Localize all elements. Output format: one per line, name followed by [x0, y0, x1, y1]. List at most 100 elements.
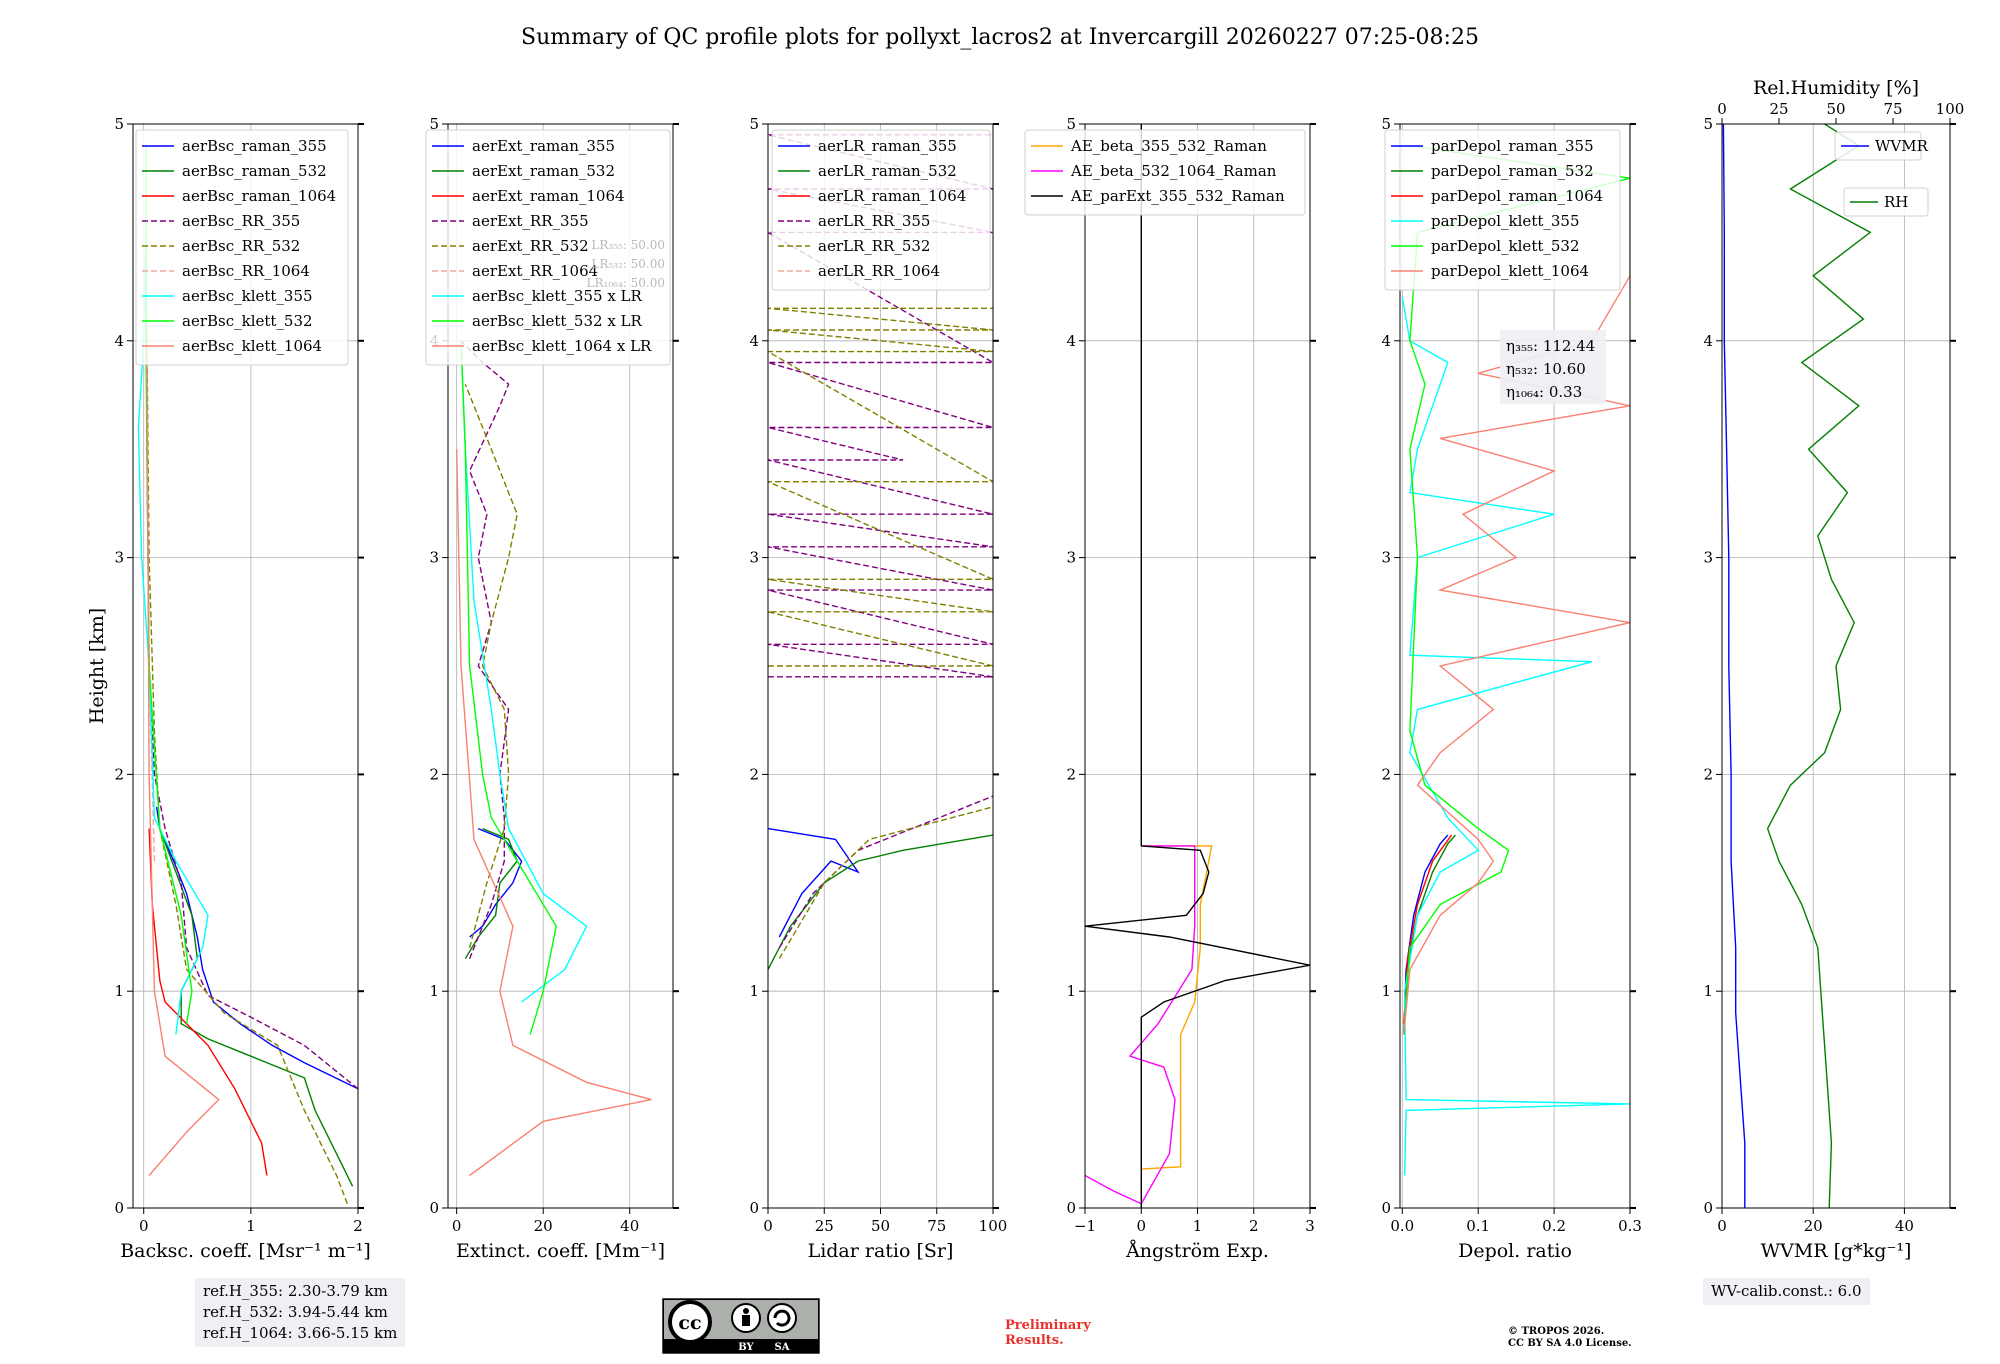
y-tick-label: 0	[1703, 1199, 1713, 1217]
series-line-ae-beta-355-532-raman	[1141, 845, 1213, 1170]
figure-title: Summary of QC profile plots for pollyxt_…	[521, 25, 1479, 50]
x-tick-label: 1	[1193, 1217, 1203, 1235]
legend-entry: AE_parExt_355_532_Raman	[1070, 187, 1285, 205]
x-tick-label: 0.0	[1390, 1217, 1414, 1235]
y-tick-label: 2	[1066, 765, 1076, 783]
y-tick-label: 3	[1381, 549, 1391, 567]
legend-entry: aerBsc_klett_532 x LR	[472, 312, 643, 330]
y-tick-label: 2	[114, 765, 124, 783]
legend-entry: parDepol_raman_355	[1431, 137, 1594, 155]
x-axis-label: Backsc. coeff. [Msr⁻¹ m⁻¹]	[120, 1240, 371, 1262]
legend-entry: aerBsc_klett_1064 x LR	[472, 337, 652, 355]
y-tick-label: 1	[1066, 982, 1076, 1000]
cc-badge-by: BY	[738, 1342, 754, 1353]
preliminary-line-1: Preliminary	[1005, 1318, 1091, 1333]
legend-entry: aerLR_raman_532	[818, 162, 957, 180]
legend-entry: AE_beta_532_1064_Raman	[1070, 162, 1277, 180]
legend-entry: aerLR_RR_532	[818, 237, 930, 255]
legend: aerLR_raman_355 aerLR_raman_532 aerLR_rama…	[771, 129, 991, 291]
legend-entry: aerLR_raman_355	[818, 137, 957, 155]
y-tick-label: 3	[1703, 549, 1713, 567]
series-group	[456, 340, 652, 1177]
y-tick-label: 2	[429, 765, 439, 783]
y-tick-label: 1	[1381, 982, 1391, 1000]
y-tick-label: 0	[429, 1199, 439, 1217]
wv-calibration-box: WV-calib.const.: 6.0	[1703, 1278, 1870, 1305]
plot-frame	[132, 123, 359, 1209]
x-tick-label: 0	[1717, 1217, 1727, 1235]
x-axis-label: Depol. ratio	[1458, 1240, 1572, 1262]
wv-calibration-constant: WV-calib.const.: 6.0	[1711, 1282, 1862, 1300]
series-line-pardepol-raman-1064	[1403, 834, 1453, 1024]
y-tick-label: 0	[1066, 1199, 1076, 1217]
cc-badge-sa: SA	[775, 1342, 790, 1353]
panel-bsc: 0 1 2 0 1 2 3 4 5 Backsc. coeff. [Msr⁻¹ m⁻¹] Heigh…	[86, 115, 371, 1262]
reference-heights-box: ref.H_355: 2.30-3.79 km ref.H_532: 3.94-…	[195, 1278, 406, 1347]
panel-lr: 0 25 50 75 100 0 1 2 3 4 5 Lidar ratio [Sr] aerLR_ra…	[749, 115, 1007, 1262]
y-tick-label: 4	[1703, 332, 1713, 350]
legend: aerBsc_raman_355 aerBsc_raman_532 aerBsc_r…	[135, 129, 349, 366]
lidar-ratio-annotation: LR₅₃₂: 50.00	[591, 257, 665, 271]
top-x-tick-label: 25	[1769, 100, 1788, 118]
y-tick-label: 5	[749, 115, 759, 133]
y-tick-label: 5	[114, 115, 124, 133]
legend-entry: aerBsc_RR_532	[182, 237, 300, 255]
x-tick-label: 40	[1895, 1217, 1914, 1235]
eta-annotation: η₁₀₆₄: 0.33	[1506, 383, 1582, 401]
annotations: LR₃₅₅: 50.00 LR₅₃₂: 50.00 LR₁₀₆₄: 50.00	[587, 238, 665, 290]
series-line-aerbsc-raman-355	[155, 806, 358, 1090]
legend-entry: aerBsc_RR_1064	[182, 262, 310, 280]
annotations: η₃₅₅: 112.44 η₅₃₂: 10.60 η₁₀₆₄: 0.33	[1500, 330, 1606, 404]
legend-entry: aerBsc_RR_355	[182, 212, 300, 230]
x-tick-label: 40	[620, 1217, 639, 1235]
x-tick-label: 25	[815, 1217, 834, 1235]
legend-entry: aerExt_RR_1064	[472, 262, 598, 280]
legend-entry: parDepol_klett_355	[1431, 212, 1580, 230]
cc-by-sa-badge: cc BY SA	[661, 1297, 821, 1358]
x-tick-label: −1	[1074, 1217, 1096, 1235]
y-tick-label: 4	[749, 332, 759, 350]
legend-entry: aerBsc_klett_355 x LR	[472, 287, 643, 305]
ref-height-1064: ref.H_1064: 3.66-5.15 km	[203, 1324, 398, 1342]
x-tick-label: 3	[1305, 1217, 1315, 1235]
legend: WVMR RH	[1834, 131, 1929, 217]
x-tick-label: 2	[1249, 1217, 1259, 1235]
copyright-line-2: CC BY SA 4.0 License.	[1508, 1338, 1632, 1349]
lidar-ratio-annotation: LR₁₀₆₄: 50.00	[587, 276, 665, 290]
series-line-rh	[1766, 124, 1872, 1208]
x-axis-label: Extinct. coeff. [Mm⁻¹]	[456, 1240, 665, 1262]
x-tick-label: 50	[871, 1217, 890, 1235]
by-person-icon	[743, 1308, 749, 1314]
panel-ext: 02040012345Extinct. coeff. [Mm⁻¹]aerExt_…	[425, 115, 679, 1262]
legend-entry: aerBsc_raman_1064	[182, 187, 336, 205]
y-tick-label: 3	[749, 549, 759, 567]
cc-badge-text: cc	[678, 1312, 701, 1334]
x-tick-label: 0.1	[1466, 1217, 1490, 1235]
series-line-ae-beta-532-1064-raman	[1085, 845, 1196, 1205]
ref-height-532: ref.H_532: 3.94-5.44 km	[203, 1303, 388, 1321]
y-axis-label: Height [km]	[86, 608, 108, 724]
legend-entry: aerLR_RR_355	[818, 212, 930, 230]
x-tick-label: 100	[979, 1217, 1008, 1235]
copyright-line-1: © TROPOS 2026.	[1508, 1326, 1605, 1337]
series-line-aerlr-rr-355	[778, 795, 993, 949]
y-tick-label: 3	[1066, 549, 1076, 567]
x-axis-label: Lidar ratio [Sr]	[808, 1240, 954, 1262]
y-tick-label: 5	[429, 115, 439, 133]
legend-entry: parDepol_klett_532	[1431, 237, 1580, 255]
legend-entry: aerBsc_raman_355	[182, 137, 327, 155]
x-tick-label: 0	[763, 1217, 773, 1235]
y-tick-label: 1	[1703, 982, 1713, 1000]
y-tick-label: 2	[1381, 765, 1391, 783]
series-line-wvmr	[1722, 124, 1746, 1208]
panel-depol: 0.0 0.1 0.2 0.3 0 1 2 3 4 5 Depol. ratio parDepol_r…	[1381, 115, 1641, 1262]
lidar-ratio-annotation: LR₃₅₅: 50.00	[591, 238, 665, 252]
series-line-aerbsc-klett-1064-x-lr	[456, 449, 652, 1177]
y-tick-label: 5	[1703, 115, 1713, 133]
legend-entry: aerExt_RR_532	[472, 237, 589, 255]
share-alike-icon	[767, 1303, 797, 1333]
x-tick-label: 0	[452, 1217, 462, 1235]
top-x-tick-label: 0	[1717, 100, 1727, 118]
